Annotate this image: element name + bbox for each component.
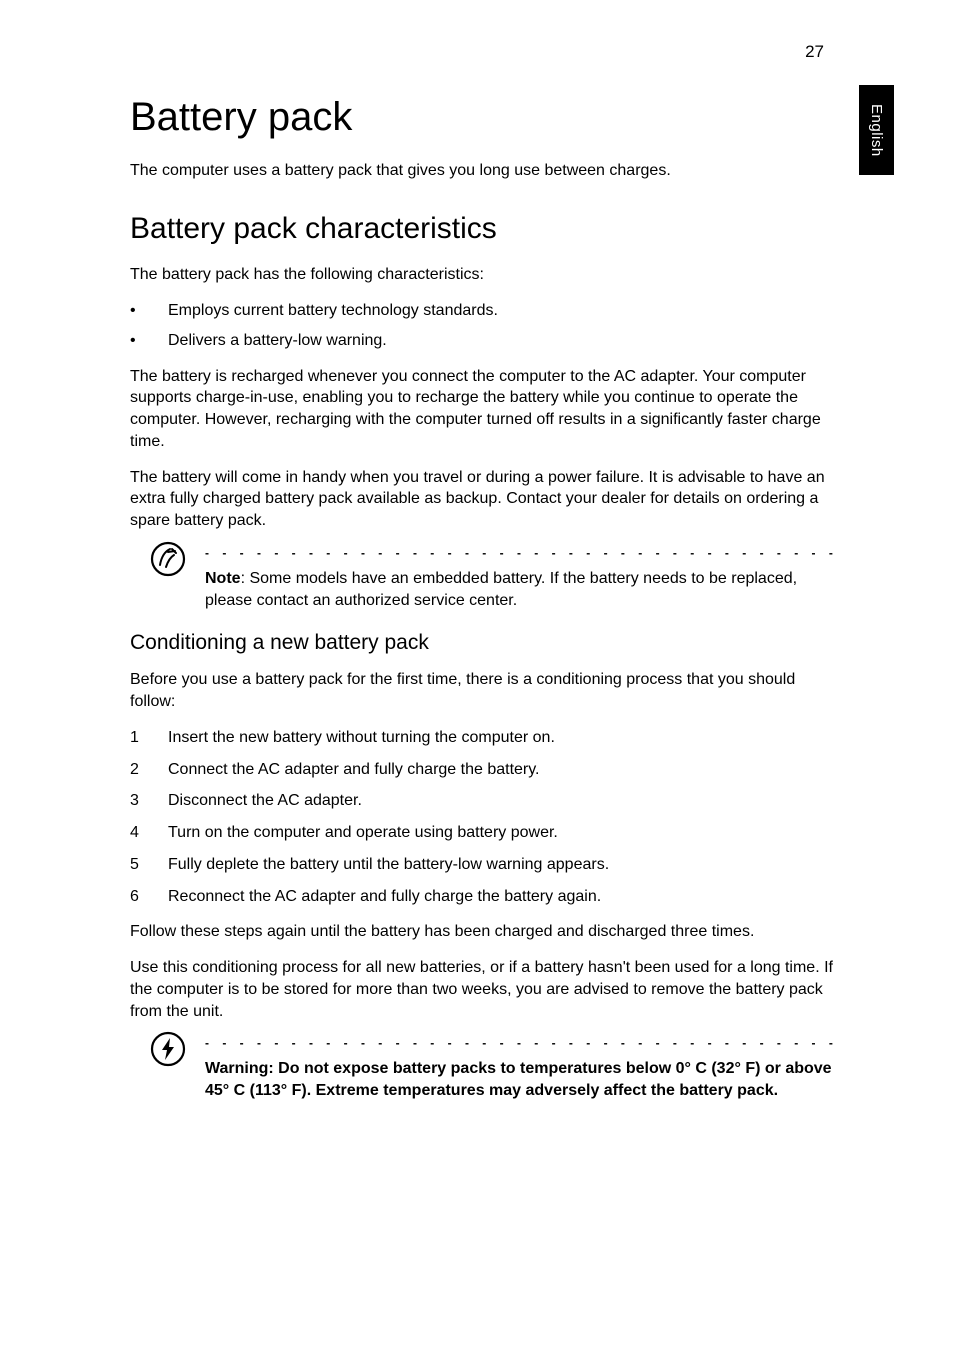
step-number: 6	[130, 886, 139, 908]
step-number: 2	[130, 759, 139, 781]
step-number: 1	[130, 727, 139, 749]
step-item: 3 Disconnect the AC adapter.	[130, 790, 834, 812]
step-text: Fully deplete the battery until the batt…	[168, 856, 609, 873]
warning-block: - - - - - - - - - - - - - - - - - - - - …	[205, 1036, 834, 1102]
note-text: Note: Some models have an embedded batte…	[205, 568, 834, 612]
step-number: 4	[130, 822, 139, 844]
list-item: Employs current battery technology stand…	[130, 299, 834, 322]
characteristics-intro: The battery pack has the following chara…	[130, 264, 834, 286]
page-title: Battery pack	[130, 95, 834, 140]
travel-paragraph: The battery will come in handy when you …	[130, 467, 834, 532]
side-tab: English	[859, 85, 894, 175]
intro-paragraph: The computer uses a battery pack that gi…	[130, 160, 834, 182]
step-item: 2 Connect the AC adapter and fully charge…	[130, 759, 834, 781]
step-text: Turn on the computer and operate using b…	[168, 824, 558, 841]
dotted-separator: - - - - - - - - - - - - - - - - - - - - …	[205, 546, 834, 560]
side-tab-label: English	[868, 104, 885, 157]
step-number: 5	[130, 854, 139, 876]
recharge-paragraph: The battery is recharged whenever you co…	[130, 366, 834, 453]
note-label: Note	[205, 570, 241, 587]
step-text: Disconnect the AC adapter.	[168, 792, 362, 809]
step-text: Insert the new battery without turning t…	[168, 729, 555, 746]
lightning-icon	[150, 1031, 186, 1067]
section-heading-conditioning: Conditioning a new battery pack	[130, 631, 834, 655]
step-item: 4 Turn on the computer and operate using …	[130, 822, 834, 844]
page-number: 27	[805, 42, 824, 62]
section-heading-characteristics: Battery pack characteristics	[130, 212, 834, 246]
warning-text: Warning: Do not expose battery packs to …	[205, 1058, 834, 1102]
conditioning-usage-paragraph: Use this conditioning process for all ne…	[130, 957, 834, 1022]
dotted-separator: - - - - - - - - - - - - - - - - - - - - …	[205, 1036, 834, 1050]
step-item: 6 Reconnect the AC adapter and fully char…	[130, 886, 834, 908]
step-number: 3	[130, 790, 139, 812]
conditioning-intro: Before you use a battery pack for the fi…	[130, 669, 834, 713]
follow-steps-paragraph: Follow these steps again until the batte…	[130, 921, 834, 943]
note-block: - - - - - - - - - - - - - - - - - - - - …	[205, 546, 834, 612]
step-item: 1 Insert the new battery without turning …	[130, 727, 834, 749]
note-icon	[150, 541, 186, 577]
step-item: 5 Fully deplete the battery until the bat…	[130, 854, 834, 876]
characteristics-list: Employs current battery technology stand…	[130, 299, 834, 351]
list-item: Delivers a battery-low warning.	[130, 329, 834, 352]
note-body: : Some models have an embedded battery. …	[205, 570, 797, 609]
step-text: Connect the AC adapter and fully charge …	[168, 761, 540, 778]
conditioning-steps: 1 Insert the new battery without turning …	[130, 727, 834, 908]
step-text: Reconnect the AC adapter and fully charg…	[168, 888, 601, 905]
